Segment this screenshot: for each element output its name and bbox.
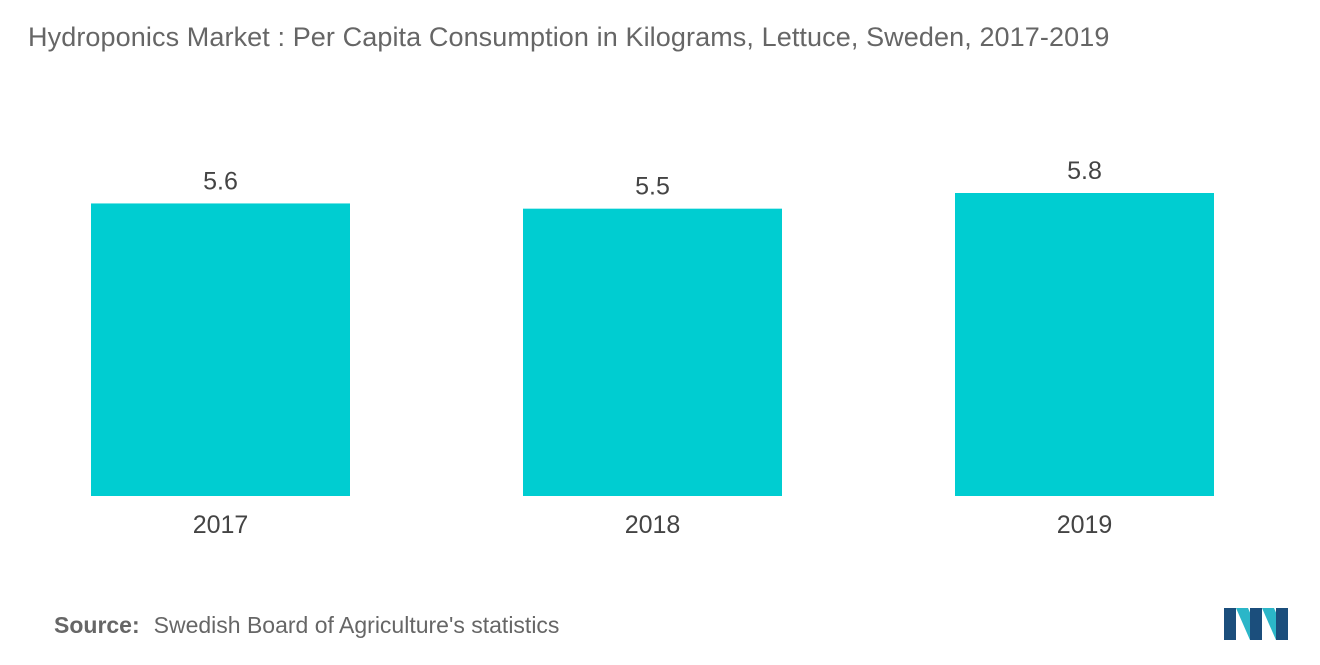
bars-group [91, 193, 1214, 496]
logo-bar-middle [1250, 608, 1262, 640]
bar-2019 [955, 193, 1214, 496]
bar-2018 [523, 208, 782, 496]
category-label-2018: 2018 [625, 511, 681, 539]
logo-bar-left [1224, 608, 1236, 640]
value-label-2017: 5.6 [203, 167, 238, 195]
mordor-intelligence-logo-icon [1224, 608, 1288, 640]
source-text: Swedish Board of Agriculture's statistic… [153, 612, 560, 638]
category-labels-group: 2017 2018 2019 [193, 511, 1113, 539]
source-label: Source: [54, 612, 140, 638]
value-label-2018: 5.5 [635, 173, 670, 201]
bar-2017 [91, 203, 350, 496]
logo-bar-right [1276, 608, 1288, 640]
source-note: Source: Swedish Board of Agriculture's st… [54, 612, 559, 639]
category-label-2017: 2017 [193, 511, 249, 539]
category-label-2019: 2019 [1057, 511, 1113, 539]
chart-title: Hydroponics Market : Per Capita Consumpt… [28, 22, 1110, 52]
value-label-2019: 5.8 [1067, 157, 1102, 185]
value-labels-group: 5.6 5.5 5.8 [203, 157, 1102, 201]
